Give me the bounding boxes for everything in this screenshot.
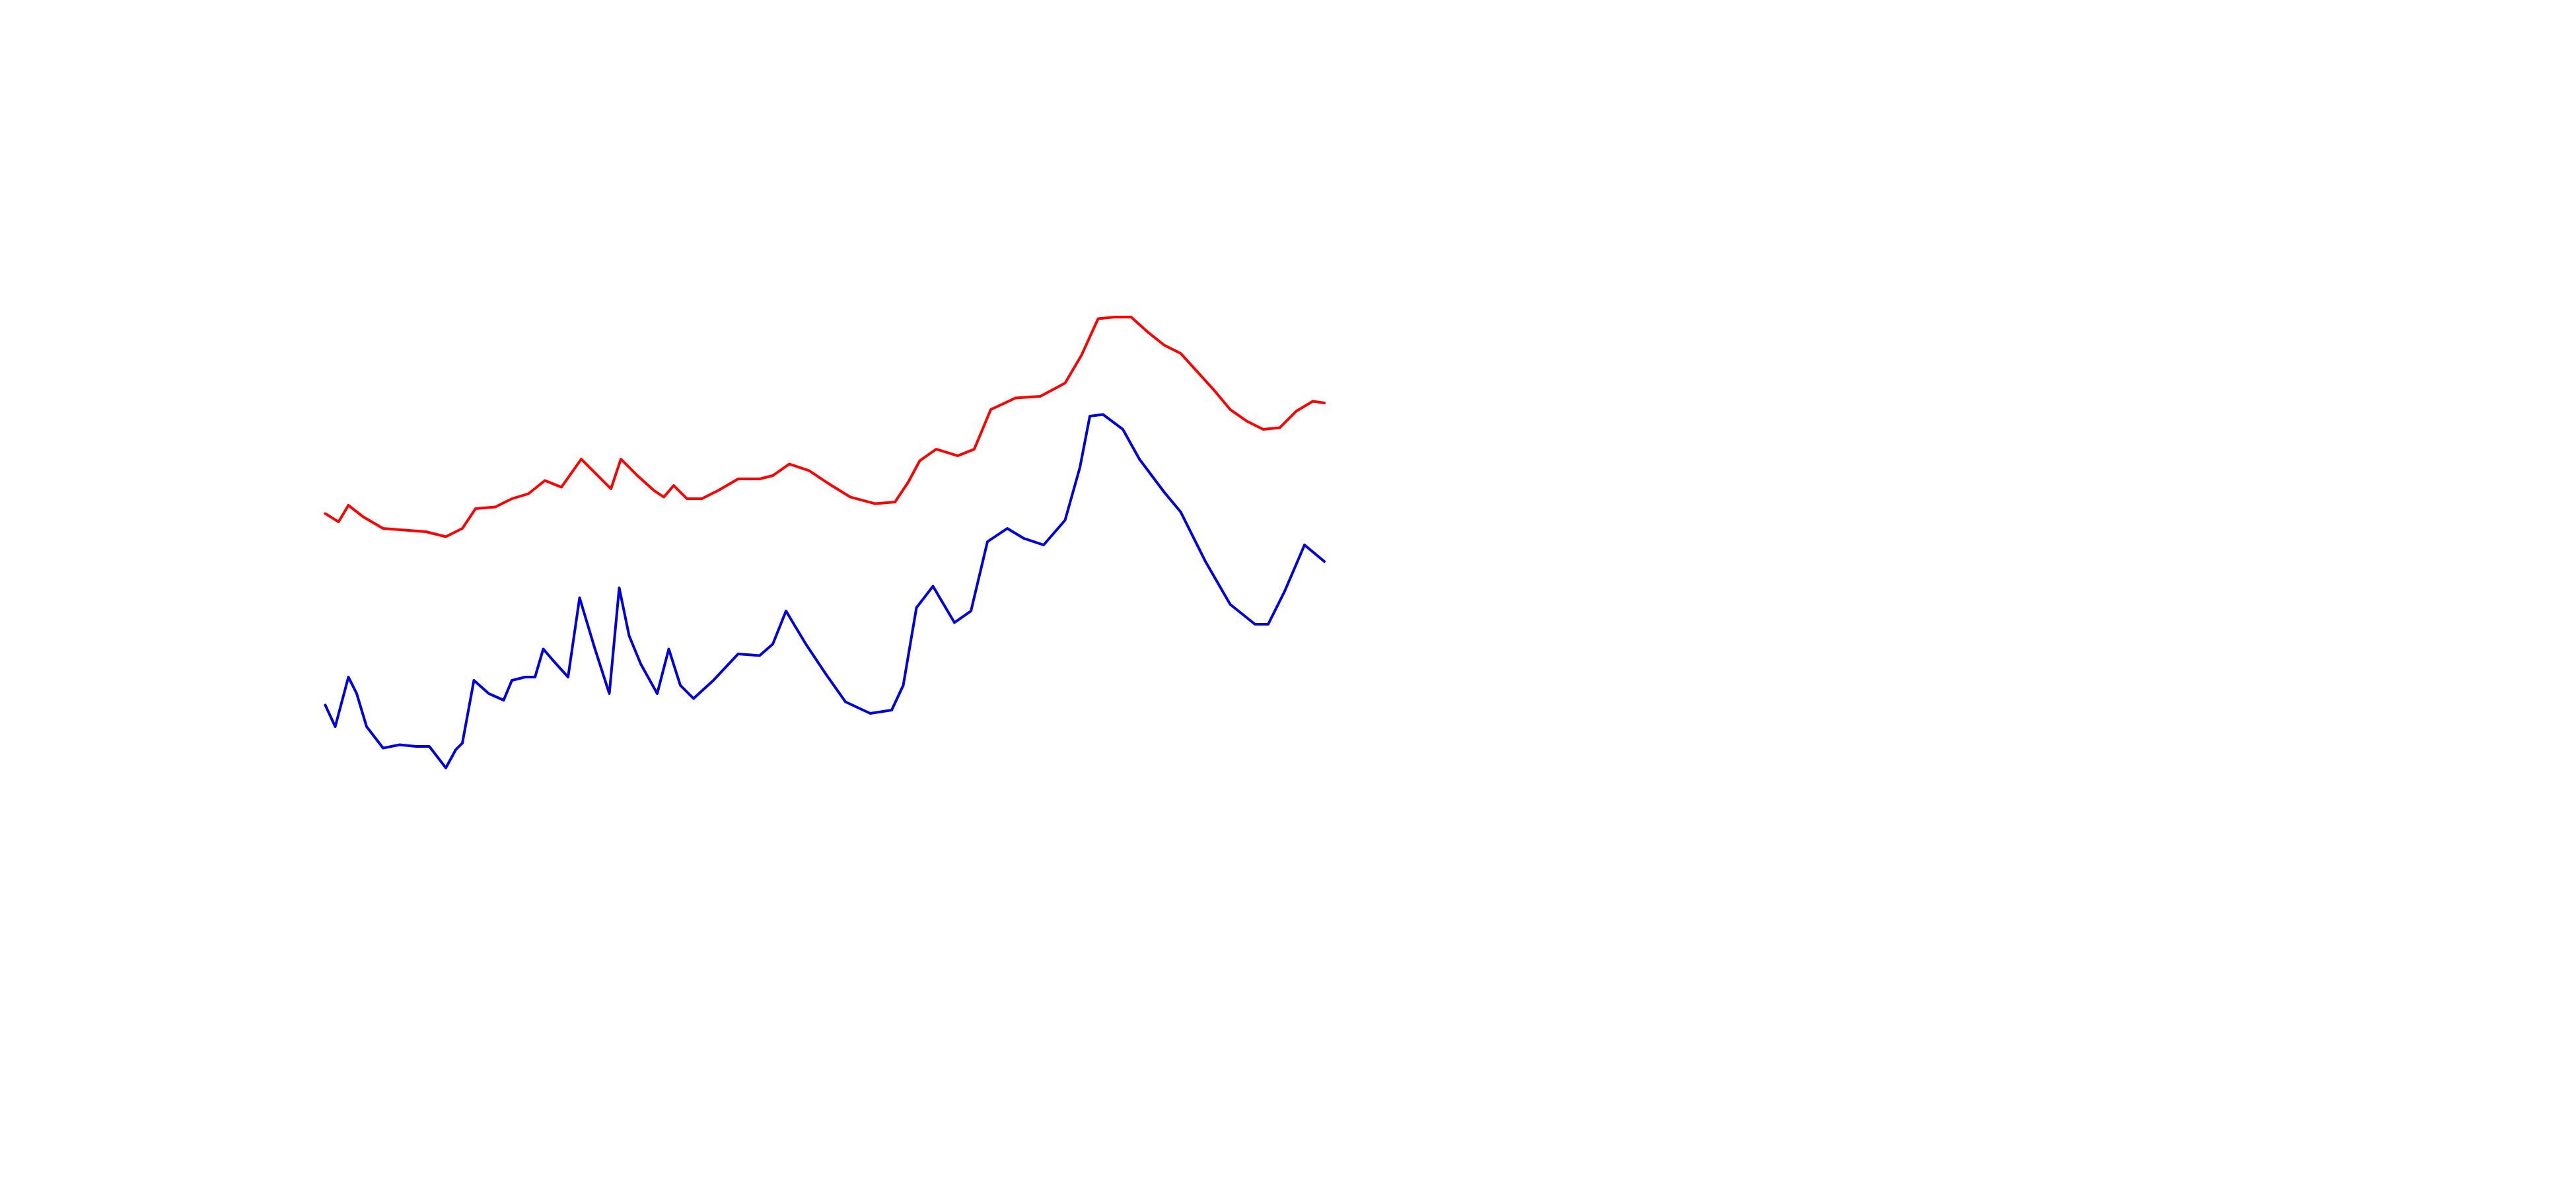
- line-series: [324, 316, 1326, 538]
- line-series: [324, 413, 1326, 770]
